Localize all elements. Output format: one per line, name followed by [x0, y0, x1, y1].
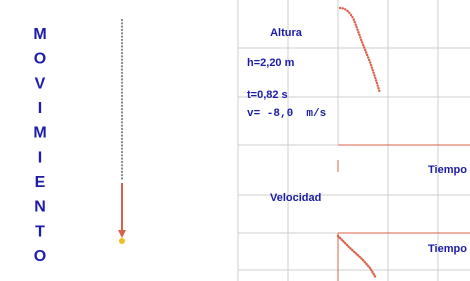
height-curve: [340, 8, 380, 93]
graph-panel: Altura h=2,20 m t=0,82 s v= -8,0 m/s Tie…: [238, 0, 470, 281]
title-letter: O: [34, 248, 46, 265]
simulation: MOVIMIENTO Altura h=2,20 m t=0,82 s v= -…: [0, 0, 470, 281]
time-value: t=0,82 s: [247, 89, 288, 101]
axis-label: Tiempo: [428, 243, 467, 255]
title-letter: N: [34, 199, 46, 216]
title-letter: V: [35, 75, 46, 92]
height-label: Altura: [270, 27, 303, 39]
height-value: h=2,20 m: [247, 57, 295, 69]
title-letter: I: [38, 100, 42, 117]
title-letter: M: [33, 125, 46, 142]
title-letter: T: [35, 223, 45, 240]
velocity-label: Velocidad: [270, 192, 321, 204]
axis-label: Tiempo: [428, 164, 467, 176]
ball: [119, 238, 125, 244]
title-letter: M: [33, 26, 46, 43]
title-letter: E: [35, 174, 46, 191]
title-letter: O: [34, 51, 46, 68]
arrow-head: [118, 230, 126, 238]
velocity-value: v= -8,0 m/s: [247, 108, 326, 120]
velocity-curve: [338, 236, 376, 278]
title-letter: I: [38, 149, 42, 166]
